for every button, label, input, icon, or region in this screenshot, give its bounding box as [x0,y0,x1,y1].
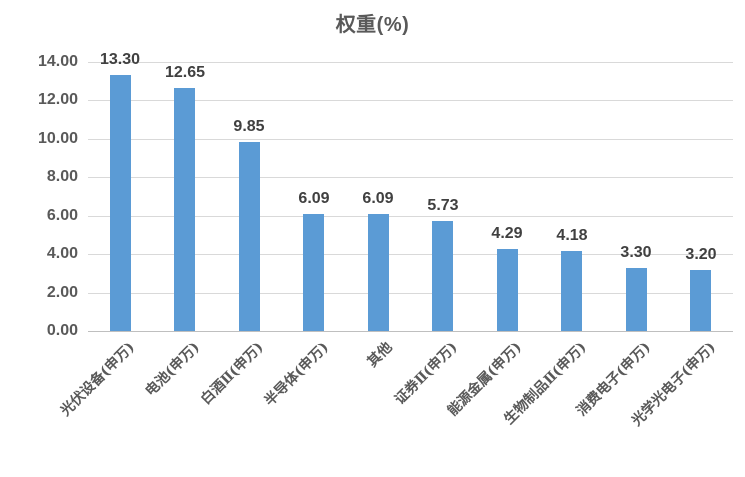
y-axis-tick-label: 12.00 [37,91,78,108]
bar [432,221,453,331]
bar [626,268,647,331]
x-axis-category-label: 证券Ⅱ(申万) [391,339,461,408]
y-axis-tick-label: 8.00 [46,168,78,185]
bar [561,251,582,331]
y-axis-tick-label: 2.00 [46,284,78,301]
bar-value-label: 12.65 [164,64,206,81]
bar [239,142,260,331]
bar-value-label: 3.20 [685,246,717,263]
x-axis-category-label: 光伏设备(申万) [57,339,138,420]
bar-value-label: 4.18 [556,227,588,244]
x-axis-category-label: 白酒Ⅱ(申万) [197,339,267,408]
chart-title: 权重(%) [335,14,410,36]
y-axis-tick-label: 0.00 [46,322,78,339]
bar-value-label: 4.29 [491,225,523,242]
gridline [88,62,733,63]
bar-value-label: 3.30 [620,244,652,261]
y-axis-tick-label: 4.00 [46,245,78,262]
gridline [88,216,733,217]
x-axis-category-label: 半导体(申万) [261,339,332,410]
y-axis-tick-label: 10.00 [37,130,78,147]
gridline [88,254,733,255]
bar [368,214,389,331]
y-axis-tick-label: 14.00 [37,53,78,70]
x-axis-line [88,331,733,332]
gridline [88,139,733,140]
gridline [88,100,733,101]
gridline [88,293,733,294]
bar-value-label: 9.85 [233,118,265,135]
bar [110,75,131,331]
bar [690,270,711,331]
bar-value-label: 6.09 [298,190,330,207]
bar-value-label: 6.09 [362,190,394,207]
bar [174,88,195,331]
x-axis-category-label: 电池(申万) [142,339,203,400]
bar-value-label: 5.73 [427,197,459,214]
y-axis-tick-label: 6.00 [46,207,78,224]
x-axis-category-label: 其他 [364,339,396,371]
bar-value-label: 13.30 [99,51,141,68]
bar [303,214,324,331]
gridline [88,177,733,178]
bar [497,249,518,331]
